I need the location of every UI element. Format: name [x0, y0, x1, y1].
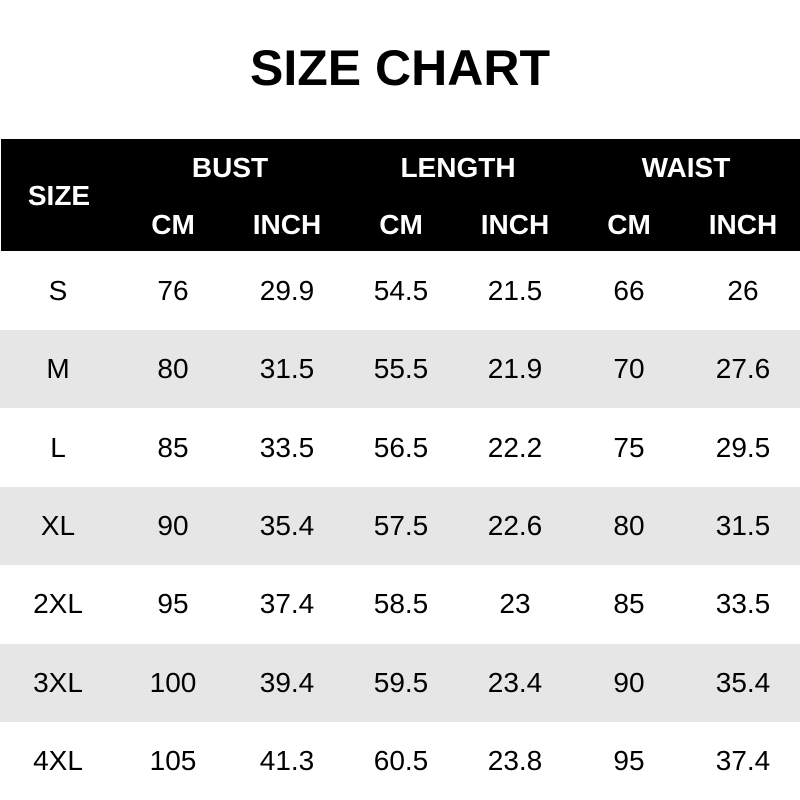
value-cell: 35.4 [259, 509, 315, 541]
value-cell: 70 [613, 353, 645, 385]
value-cell: 54.5 [373, 275, 429, 306]
header-unit: CM [607, 209, 651, 240]
value-cell: 23.8 [487, 744, 543, 776]
value-cell: 33.5 [715, 588, 771, 620]
header-unit: INCH [708, 209, 778, 240]
size-cell: S [48, 275, 68, 306]
header-unit: INCH [252, 209, 322, 240]
value-cell: 56.5 [373, 431, 429, 463]
size-cell: 2XL [33, 588, 83, 620]
value-cell: 26 [727, 275, 759, 306]
value-cell: 66 [613, 275, 645, 306]
value-cell: 90 [613, 666, 645, 698]
header-size: SIZE [27, 180, 91, 211]
value-cell: 31.5 [715, 509, 771, 541]
value-cell: 76 [157, 275, 189, 306]
value-cell: 41.3 [259, 744, 315, 776]
value-cell: 37.4 [259, 588, 315, 620]
value-cell: 33.5 [259, 431, 315, 463]
value-cell: 35.4 [715, 666, 771, 698]
header-unit: INCH [480, 209, 550, 240]
value-cell: 22.6 [487, 509, 543, 541]
size-cell: XL [40, 509, 76, 541]
table-row: S 76 29.9 54.5 21.5 66 26 [0, 252, 800, 330]
value-cell: 95 [157, 588, 189, 620]
table-row: M 80 31.5 55.5 21.9 70 27.6 [0, 330, 800, 409]
table-row: L 85 33.5 56.5 22.2 75 29.5 [0, 409, 800, 487]
value-cell: 85 [157, 431, 189, 463]
value-cell: 29.5 [715, 431, 771, 463]
value-cell: 80 [613, 509, 645, 541]
value-cell: 58.5 [373, 588, 429, 620]
value-cell: 57.5 [373, 509, 429, 541]
value-cell: 59.5 [373, 666, 429, 698]
value-cell: 85 [613, 588, 645, 620]
header-waist: WAIST [641, 152, 731, 183]
size-cell: L [50, 431, 66, 463]
value-cell: 21.9 [487, 353, 543, 385]
value-cell: 29.9 [259, 275, 315, 306]
table-row: 2XL 95 37.4 58.5 23 85 33.5 [0, 565, 800, 643]
header-length: LENGTH [400, 152, 516, 183]
page-title: SIZE CHART [250, 40, 550, 96]
value-cell: 27.6 [715, 353, 771, 385]
value-cell: 105 [149, 744, 197, 776]
value-cell: 39.4 [259, 666, 315, 698]
size-cell: 3XL [33, 666, 83, 698]
value-cell: 31.5 [259, 353, 315, 385]
value-cell: 23 [499, 588, 531, 620]
value-cell: 80 [157, 353, 189, 385]
value-cell: 75 [613, 431, 645, 463]
value-cell: 22.2 [487, 431, 543, 463]
size-cell: M [46, 353, 70, 385]
header-bust: BUST [191, 152, 269, 183]
value-cell: 37.4 [715, 744, 771, 776]
value-cell: 90 [157, 509, 189, 541]
table-row: XL 90 35.4 57.5 22.6 80 31.5 [0, 486, 800, 565]
table-row: 4XL 105 41.3 60.5 23.8 95 37.4 [0, 722, 800, 800]
value-cell: 21.5 [487, 275, 543, 306]
value-cell: 55.5 [373, 353, 429, 385]
header-unit: CM [379, 209, 423, 240]
value-cell: 23.4 [487, 666, 543, 698]
value-cell: 100 [149, 666, 197, 698]
table-row: 3XL 100 39.4 59.5 23.4 90 35.4 [0, 643, 800, 722]
header-unit: CM [151, 209, 195, 240]
table-header: SIZE BUST LENGTH WAIST CM INCH CM INCH C… [1, 139, 800, 251]
value-cell: 95 [613, 744, 645, 776]
size-cell: 4XL [33, 744, 83, 776]
value-cell: 60.5 [373, 744, 429, 776]
